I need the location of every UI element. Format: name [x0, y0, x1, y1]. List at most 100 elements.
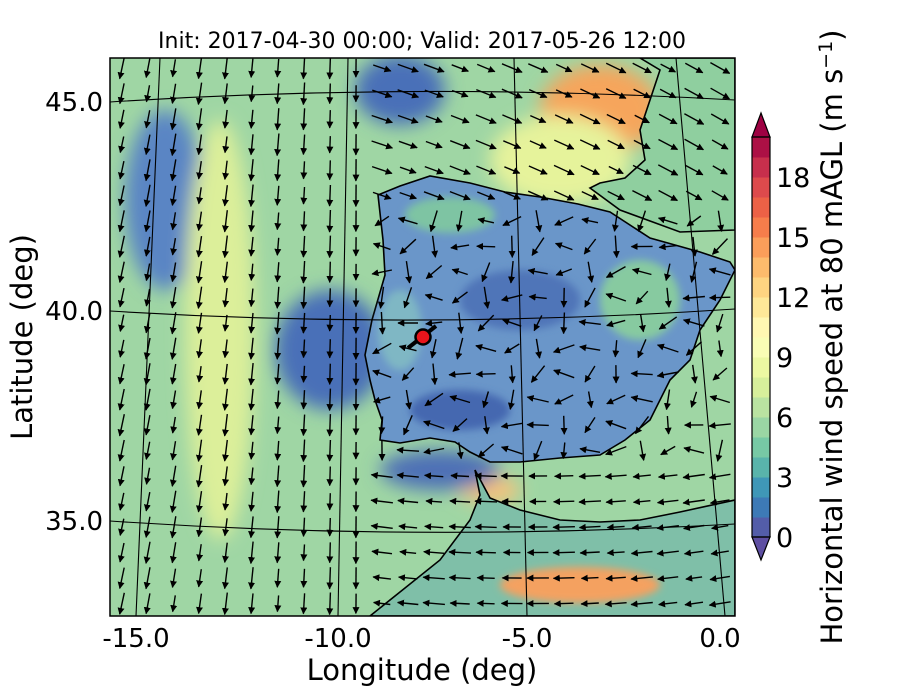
wind-vector: [580, 63, 600, 73]
wind-vector: [424, 523, 444, 531]
wind-vector: [117, 567, 125, 590]
wind-vector: [274, 58, 282, 78]
wind-vector: [170, 441, 177, 461]
wind-vector: [300, 593, 308, 615]
wind-vector: [481, 262, 491, 283]
wind-vector: [503, 140, 522, 149]
wind-vector: [405, 260, 413, 284]
wind-vector: [117, 235, 125, 258]
colorbar-segment: [752, 217, 770, 238]
wind-vector: [483, 286, 491, 309]
colorbar-frame: [751, 136, 771, 538]
wind-vector: [554, 114, 574, 124]
wind-vector: [222, 492, 230, 511]
wind-vector: [611, 210, 619, 232]
wind-vector: [712, 367, 728, 381]
wind-vector: [373, 599, 391, 607]
wind-vector: [248, 388, 256, 411]
wind-vector: [196, 544, 204, 562]
wind-vector: [248, 541, 256, 565]
wind-vector: [682, 294, 705, 302]
wind-vector: [451, 64, 469, 73]
wind-vector: [169, 83, 177, 104]
wind-vector: [222, 160, 230, 180]
wind-vector: [429, 339, 437, 359]
wind-vector: [300, 108, 308, 131]
wind-vector: [715, 439, 724, 462]
wind-vector: [370, 497, 393, 505]
wind-vector: [708, 421, 731, 429]
wind-vector: [117, 364, 125, 385]
wind-vector: [117, 83, 125, 105]
wind-vector: [399, 166, 417, 175]
wind-vector: [578, 318, 601, 326]
wind-vector: [222, 466, 230, 487]
wind-vector: [143, 593, 151, 615]
wind-vector: [448, 523, 471, 531]
wind-vector: [639, 440, 647, 461]
wind-vector: [632, 62, 652, 74]
wind-vector: [300, 491, 308, 513]
wind-vector: [424, 89, 444, 98]
wind-vector: [501, 63, 523, 73]
wind-vector: [248, 263, 256, 281]
wind-vector: [248, 109, 256, 129]
wind-vector: [607, 139, 625, 150]
wind-vector: [118, 136, 126, 154]
wind-vector: [143, 337, 151, 360]
wind-vector: [422, 574, 445, 582]
wind-vector: [552, 574, 575, 582]
wind-vector: [656, 371, 679, 379]
wind-vector: [580, 164, 600, 176]
wind-vector: [477, 314, 495, 332]
wind-vector: [326, 466, 334, 487]
wind-vector: [399, 191, 417, 200]
wind-vector: [449, 497, 471, 505]
wind-vector: [196, 160, 204, 180]
wind-vector: [326, 58, 334, 80]
y-tick-label: 40.0: [45, 297, 103, 327]
wind-vector: [170, 237, 178, 256]
wind-vector: [248, 593, 256, 615]
wind-vector: [169, 159, 177, 182]
colorbar: 0 3 6 9 12 15 18 Horizontal wind speed at 80 m…: [751, 29, 849, 645]
wind-vector: [553, 190, 575, 201]
plot-area: [110, 58, 735, 616]
wind-vector: [143, 388, 151, 411]
wind-vector: [377, 286, 385, 309]
wind-vector: [684, 62, 704, 74]
wind-vector: [196, 187, 204, 205]
wind-vector: [605, 498, 626, 506]
wind-vector: [398, 523, 418, 531]
wind-vector: [378, 416, 386, 435]
wind-vector: [451, 268, 468, 276]
wind-vector: [664, 415, 672, 435]
wind-vector: [195, 82, 203, 106]
wind-vector: [656, 343, 679, 353]
wind-vector: [300, 544, 308, 562]
wind-vector: [455, 210, 463, 232]
wind-vector: [248, 491, 256, 512]
wind-vector: [274, 542, 282, 564]
wind-vector: [708, 473, 731, 481]
wind-vector: [222, 518, 230, 537]
wind-vector: [504, 166, 521, 174]
wind-vector: [605, 420, 627, 430]
wind-vector: [403, 287, 413, 309]
wind-vector: [196, 517, 203, 538]
wind-vector: [555, 63, 573, 73]
wind-vector: [371, 165, 393, 175]
wind-vector: [170, 59, 178, 78]
wind-vector: [169, 542, 177, 564]
wind-vector: [117, 542, 125, 563]
wind-vector: [608, 165, 624, 175]
wind-vector: [143, 491, 151, 512]
colorbar-segment: [752, 137, 770, 158]
wind-vector: [144, 441, 151, 460]
wind-vector: [423, 63, 445, 73]
wind-vector: [143, 58, 151, 79]
wind-vector: [660, 63, 677, 73]
wind-vector: [715, 313, 724, 333]
colorbar-segment: [752, 257, 770, 278]
